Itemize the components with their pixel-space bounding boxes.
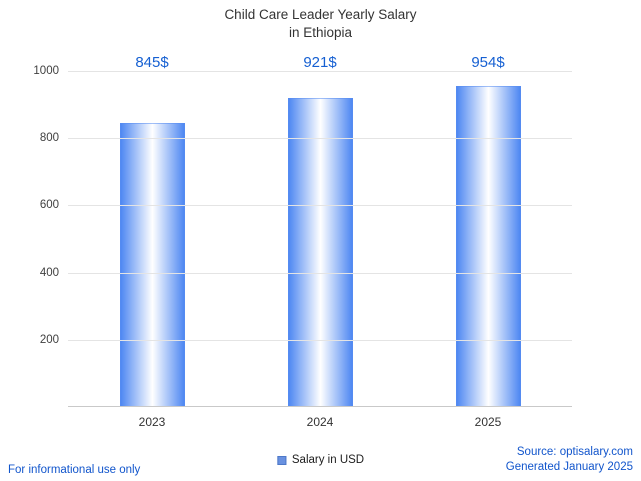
y-tick-label-1000: 1000: [33, 65, 59, 77]
x-tick-label-2025: 2025: [474, 415, 502, 429]
legend-label: Salary in USD: [291, 454, 365, 466]
plot-area: 200 400 600 800 1000: [33, 65, 572, 407]
chart-title-line1: Child Care Leader Yearly Salary: [224, 7, 417, 22]
y-tick-label-800: 800: [39, 132, 59, 145]
y-tick-label-200: 200: [39, 333, 59, 346]
generated-text: Generated January 2025: [505, 461, 633, 474]
bar-2023: [119, 123, 185, 407]
source-text: Source: optisalary.com: [516, 445, 633, 458]
disclaimer-text: For informational use only: [8, 464, 141, 476]
bar-2024: [287, 97, 353, 407]
category-labels: 2023 2024 2025: [68, 415, 572, 429]
chart-title: Child Care Leader Yearly Salary in Ethio…: [0, 6, 641, 42]
value-label-2025: 954$: [471, 54, 505, 71]
y-tick-label-600: 600: [39, 199, 59, 212]
bar-column-2023: [68, 71, 236, 407]
value-label-2023: 845$: [135, 54, 169, 71]
gridline-800: [68, 138, 572, 140]
gridline-200: [68, 339, 572, 341]
bar-column-2025: [404, 71, 572, 407]
value-labels: 845$ 921$ 954$: [68, 54, 572, 71]
x-axis-line: [68, 406, 572, 407]
x-tick-label-2024: 2024: [306, 415, 334, 429]
gridline-600: [68, 205, 572, 207]
x-tick-label-2023: 2023: [138, 415, 166, 429]
chart-title-line2: in Ethiopia: [288, 25, 353, 41]
legend: Salary in USD: [276, 454, 365, 466]
source-block: Source: optisalary.com Generated January…: [506, 445, 633, 476]
bars: [68, 71, 572, 407]
bar-column-2024: [236, 71, 404, 407]
gridline-400: [68, 272, 572, 274]
bar-2025: [455, 86, 521, 407]
gridline-1000: [68, 71, 572, 72]
legend-marker-icon: [276, 455, 286, 465]
y-tick-label-400: 400: [39, 266, 59, 279]
value-label-2024: 921$: [303, 54, 337, 71]
